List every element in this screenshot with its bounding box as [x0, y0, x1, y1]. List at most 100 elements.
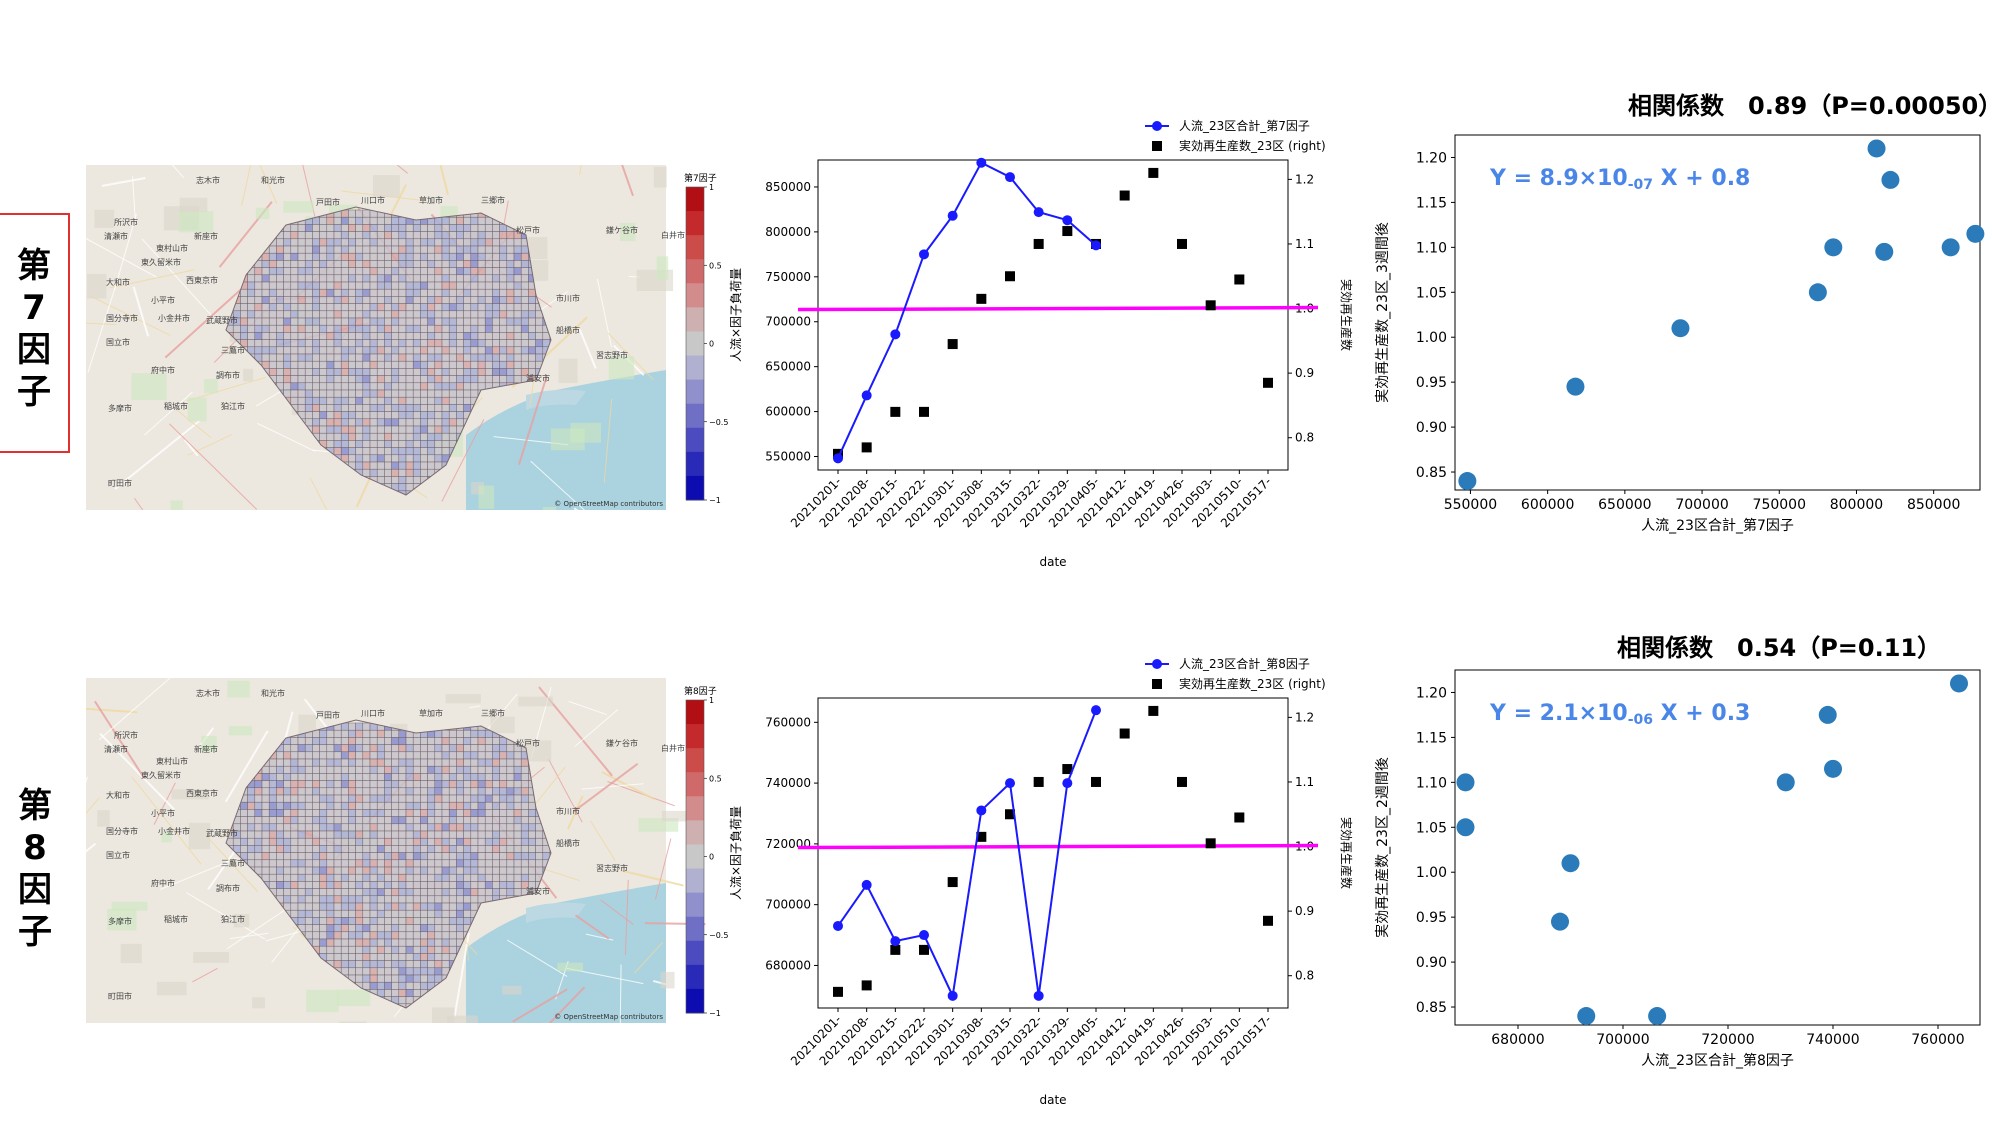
y-right-tick-label: 1.2: [1295, 710, 1314, 724]
map-place-label: 狛江市: [221, 401, 245, 411]
map-place-label: 新座市: [194, 231, 218, 241]
y-right-tick-label: 1.1: [1295, 237, 1314, 251]
map-place-label: 西東京市: [186, 788, 218, 798]
scatter-point: [1824, 759, 1842, 778]
scatter-point: [1456, 818, 1475, 837]
map-place-label: 三鷹市: [221, 858, 245, 868]
map-place-label: 武蔵野市: [206, 315, 238, 325]
y-tick-label: 680000: [765, 958, 811, 972]
factor-label-char: 子: [18, 912, 52, 952]
colorbar-tick-label: 0: [709, 853, 714, 862]
map-place-label: 小平市: [151, 808, 175, 818]
mobility-point: [890, 329, 901, 340]
correlation-title-7: 相関係数 0.89（P=0.00050）: [1628, 92, 2000, 120]
factor-label-char: 第: [17, 246, 51, 286]
y-tick-label: 750000: [765, 270, 811, 284]
map-place-label: 国立市: [106, 850, 130, 860]
y-tick-label: 0.90: [1416, 420, 1447, 436]
map-place-label: 小平市: [151, 295, 175, 305]
map-place-label: 調布市: [216, 883, 240, 893]
map-place-label: 習志野市: [596, 350, 628, 360]
map-place-label: 松戸市: [516, 738, 540, 748]
mobility-point: [1062, 215, 1073, 226]
colorbar-segment: [686, 988, 704, 1014]
map-place-label: 多摩市: [108, 403, 132, 413]
map-place-label: 三郷市: [481, 195, 505, 205]
y-tick-label: 800000: [765, 225, 811, 239]
map-place-label: 西東京市: [186, 275, 218, 285]
x-axis-label: date: [1039, 1093, 1066, 1107]
mobility-point: [1005, 172, 1015, 183]
map-place-label: 小金井市: [158, 313, 190, 323]
mobility-line: [837, 709, 1097, 1000]
scatter-point: [1808, 283, 1827, 302]
rt-marker: [1177, 238, 1187, 249]
legend-entry: 人流_23区合計_第8因子: [1179, 656, 1310, 671]
map-place-label: 船橋市: [556, 838, 580, 848]
plot-area: [1454, 669, 1981, 1026]
legend-square-marker: [1152, 141, 1162, 151]
colorbar-segment: [686, 379, 704, 405]
scatter-point: [1561, 854, 1580, 873]
rt-marker: [861, 442, 872, 453]
regression-equation: Y = 2.1×10-06 X + 0.3: [1489, 701, 1750, 728]
x-tick-label: 740000: [1806, 1032, 1859, 1048]
map-place-label: 和光市: [261, 175, 285, 185]
scatter-point: [1458, 472, 1477, 491]
map-place-label: 東村山市: [156, 243, 188, 253]
map-place-label: 府中市: [151, 365, 175, 375]
plot-area: [1454, 134, 1981, 491]
map-place-label: 国分寺市: [106, 313, 138, 323]
y-right-tick-label: 0.9: [1295, 904, 1314, 918]
map-place-label: 船橋市: [556, 325, 580, 335]
map-place-label: 東久留米市: [141, 257, 181, 267]
factor-label-char: 7: [22, 288, 46, 328]
x-tick-label: 720000: [1701, 1032, 1754, 1048]
colorbar-segment: [686, 772, 704, 797]
scatter-chart-8: 680000 700000 720000 740000 760000 0.85 0.90 0.…: [1375, 669, 1981, 1069]
map-place-label: 鎌ケ谷市: [606, 225, 638, 235]
colorbar-segment: [686, 868, 704, 894]
y-right-axis-label: 実効再生産数: [1339, 817, 1354, 889]
y-tick-label: 700000: [765, 898, 811, 912]
x-tick-label: 700000: [1675, 497, 1728, 513]
mobility-point: [861, 390, 872, 401]
rt-marker: [1062, 764, 1073, 775]
scatter-point: [1941, 238, 1960, 257]
mobility-point: [919, 930, 929, 941]
map-attribution: © OpenStreetMap contributors: [554, 500, 663, 508]
x-tick-label: 750000: [1753, 497, 1806, 513]
legend-square-marker: [1152, 679, 1162, 689]
colorbar-segment: [686, 427, 704, 453]
y-right-tick-label: 0.8: [1295, 431, 1314, 445]
y-tick-label: 0.85: [1416, 1000, 1447, 1016]
map-place-label: 白井市: [661, 230, 685, 240]
scatter-point: [1776, 773, 1795, 792]
legend-entry: 実効再生産数_23区 (right): [1179, 676, 1326, 691]
map-place-label: 和光市: [261, 688, 285, 698]
rt-marker: [919, 944, 929, 955]
colorbar-tick-label: −1: [709, 1009, 721, 1018]
map-place-label: 所沢市: [114, 730, 138, 740]
map-place-label: 三郷市: [481, 708, 505, 718]
rt-marker: [1263, 915, 1273, 926]
colorbar-segment: [686, 748, 704, 773]
scatter-point: [1950, 674, 1968, 693]
map-place-label: 清瀬市: [104, 744, 128, 754]
colorbar-segment: [686, 700, 704, 725]
x-tick-label: 700000: [1596, 1032, 1649, 1048]
mobility-point: [1091, 240, 1101, 251]
plot-area: [817, 159, 1289, 471]
y-axis-label: 実効再生産数_23区_2週間後: [1375, 757, 1391, 938]
y-tick-label: 1.15: [1416, 195, 1447, 211]
rt-marker: [1119, 190, 1130, 201]
map-place-label: 小金井市: [158, 826, 190, 836]
map-place-label: 草加市: [419, 708, 443, 718]
factor-label-char: 子: [17, 372, 51, 412]
map-place-label: 新座市: [194, 744, 218, 754]
map-place-label: 戸田市: [316, 197, 340, 207]
map-place-label: 所沢市: [114, 217, 138, 227]
factor-label-char: 因: [17, 330, 51, 370]
rt-marker: [947, 877, 958, 888]
